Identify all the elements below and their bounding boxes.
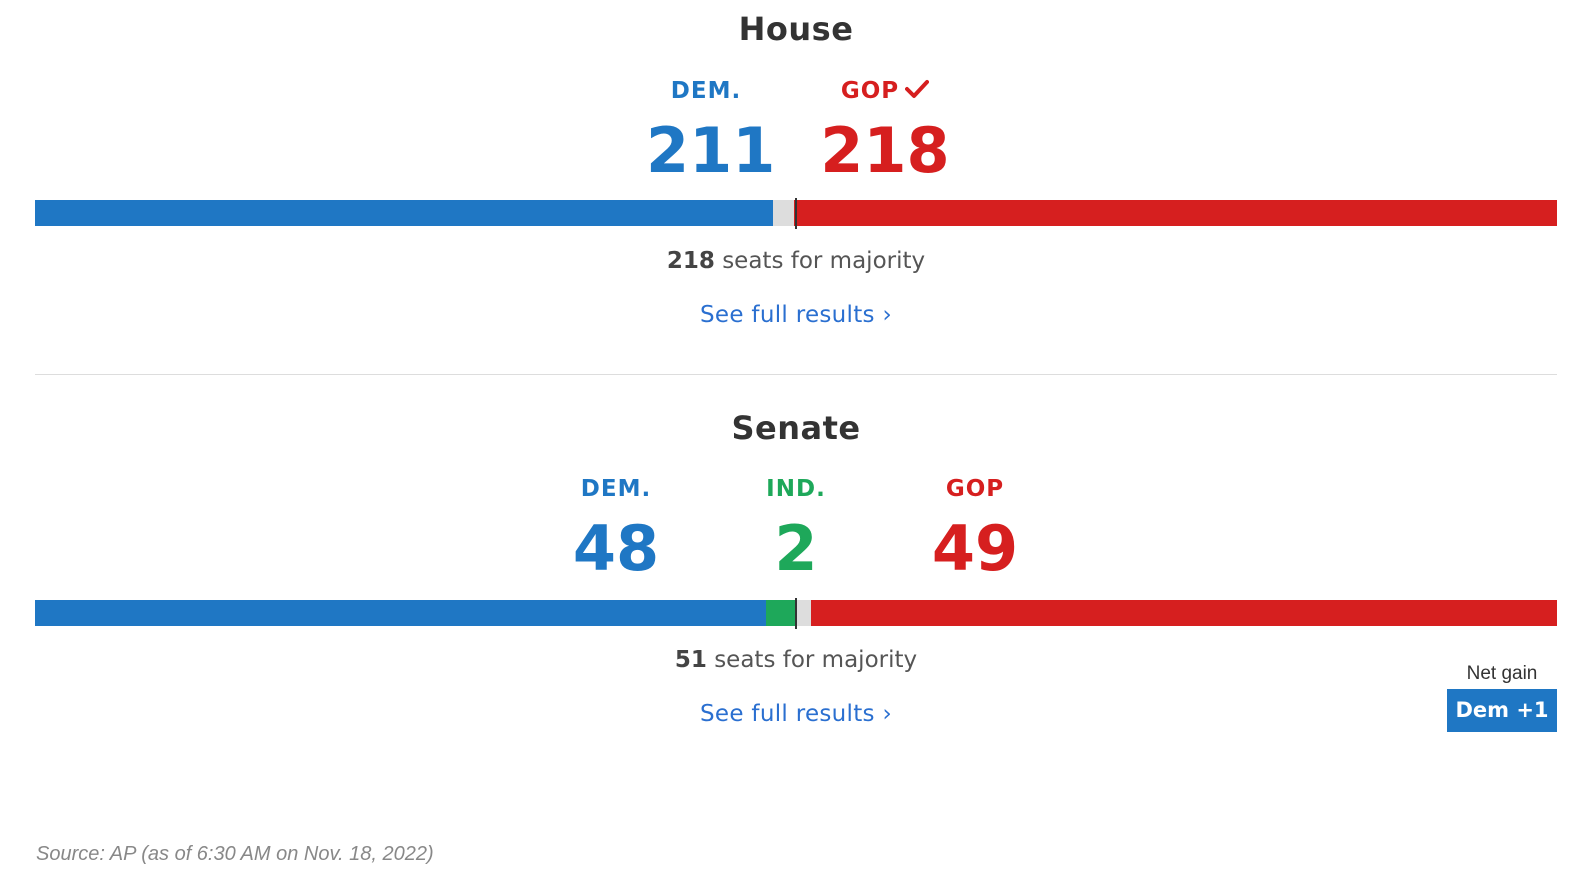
senate-gop-label: GOP — [945, 476, 1005, 502]
senate-ind-label: IND. — [766, 476, 826, 502]
house-title: House — [738, 10, 854, 48]
source-note: Source: AP (as of 6:30 AM on Nov. 18, 20… — [36, 843, 434, 865]
senate-bar-dem — [35, 600, 766, 626]
section-divider — [35, 374, 1557, 375]
house-dem-count: 211 — [646, 114, 776, 187]
senate-ind-count: 2 — [774, 512, 818, 585]
check-icon — [905, 79, 930, 98]
house-majority-text: 218 seats for majority — [0, 248, 1572, 274]
senate-bar-ind — [766, 600, 796, 626]
house-majority-marker — [795, 198, 797, 229]
senate-dem-block: DEM. 48 — [556, 474, 676, 584]
senate-gop-count: 49 — [931, 512, 1019, 585]
house-seat-bar — [35, 198, 1557, 229]
house-gop-label-row: GOP — [820, 76, 950, 106]
house-bar-dem — [35, 200, 773, 226]
net-gain-box: Net gain Dem +1 — [1447, 660, 1557, 732]
house-gop-block: GOP 218 — [820, 76, 950, 186]
senate-majority-number: 51 — [674, 647, 707, 673]
senate-gop-block: GOP 49 — [915, 474, 1035, 584]
senate-full-results-link[interactable]: See full results › — [700, 701, 892, 727]
house-gop-label: GOP — [840, 78, 900, 104]
house-dem-label: DEM. — [670, 78, 742, 104]
senate-dem-label: DEM. — [580, 476, 652, 502]
house-gop-count: 218 — [820, 114, 950, 187]
house-majority-number: 218 — [666, 248, 715, 274]
senate-ind-block: IND. 2 — [736, 474, 856, 584]
senate-seat-bar — [35, 598, 1557, 629]
senate-dem-count: 48 — [572, 512, 660, 585]
senate-majority-suffix: seats for majority — [706, 647, 918, 673]
senate-title: Senate — [731, 409, 861, 447]
house-dem-block: DEM. 211 — [646, 76, 776, 187]
net-gain-badge: Dem +1 — [1447, 689, 1557, 732]
net-gain-label: Net gain — [1466, 663, 1538, 684]
senate-majority-text: 51 seats for majority — [0, 647, 1572, 673]
house-majority-suffix: seats for majority — [714, 248, 926, 274]
house-bar-gop — [794, 200, 1557, 226]
house-full-results-link[interactable]: See full results › — [700, 302, 892, 328]
senate-majority-marker — [795, 598, 797, 629]
senate-bar-gop — [811, 600, 1557, 626]
